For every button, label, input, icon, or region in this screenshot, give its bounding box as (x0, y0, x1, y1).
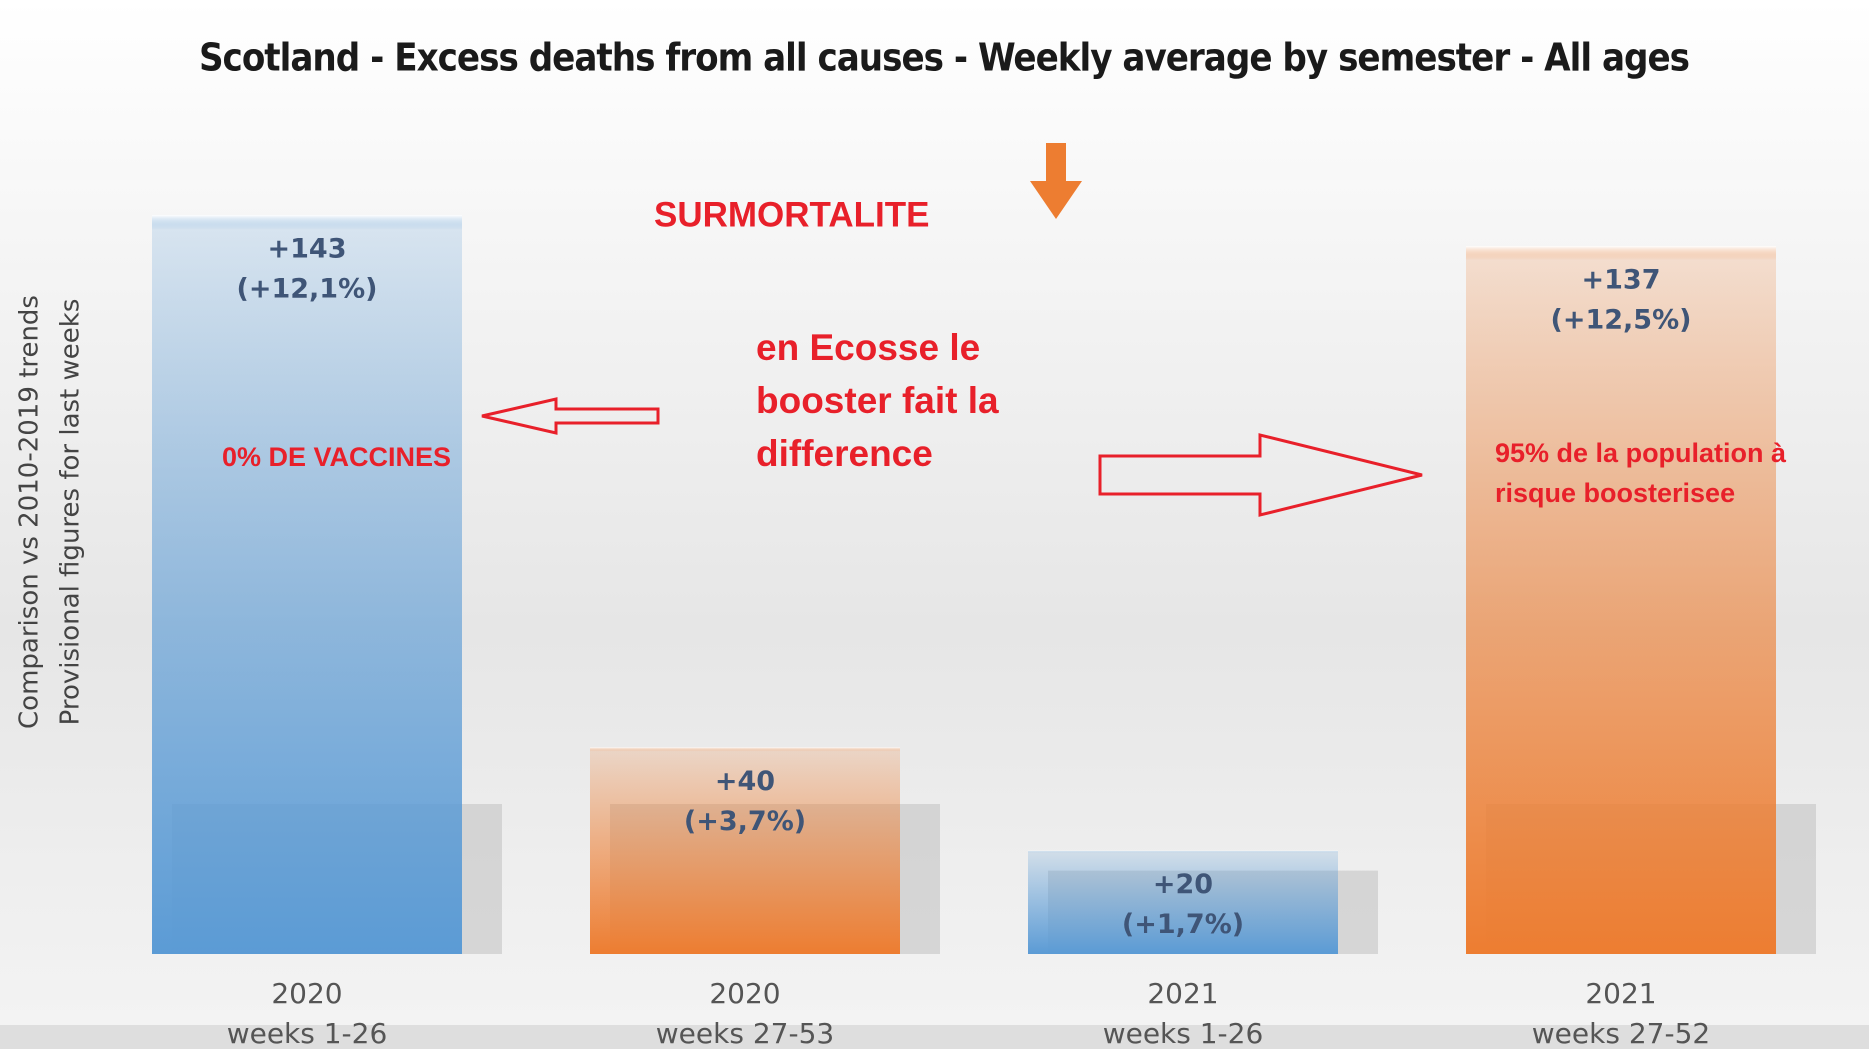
x-tick-sublabel: weeks 27-52 (1532, 1017, 1710, 1049)
x-tick-sublabel: weeks 27-53 (656, 1017, 834, 1049)
y-label-line: Provisional figures for last weeks (56, 299, 86, 726)
percent-label: (+3,7%) (684, 806, 806, 837)
value-label: +137 (1582, 265, 1661, 296)
value-label: +40 (715, 766, 775, 797)
x-tick-label: 2020 (271, 977, 342, 1010)
percent-label: (+12,5%) (1551, 305, 1692, 336)
player-bar (0, 1025, 1869, 1049)
x-tick-label: 2021 (1147, 977, 1218, 1010)
down-arrow (1030, 143, 1082, 219)
right-arrow (1098, 433, 1423, 517)
y-label-line: Comparison vs 2010-2019 trends (15, 295, 45, 729)
annotation: 0% DE VACCINES (222, 442, 451, 472)
bar (1466, 246, 1776, 955)
annotation: SURMORTALITE (654, 195, 929, 234)
value-label: +143 (268, 234, 347, 265)
x-tick-sublabel: weeks 1-26 (227, 1017, 388, 1049)
annotation: booster fait la (756, 380, 999, 421)
annotation: 95% de la population à (1495, 438, 1787, 468)
bar (1028, 850, 1338, 954)
left-arrow (481, 397, 660, 435)
value-label: +20 (1153, 869, 1213, 900)
bar (590, 747, 900, 954)
chart-title: Scotland - Excess deaths from all causes… (199, 36, 1689, 80)
annotation: difference (756, 433, 933, 474)
percent-label: (+12,1%) (237, 274, 378, 305)
y-label: Comparison vs 2010-2019 trends Provision… (15, 295, 86, 729)
percent-label: (+1,7%) (1122, 909, 1244, 940)
bar (152, 215, 462, 954)
annotation: en Ecosse le (756, 327, 980, 368)
x-tick-sublabel: weeks 1-26 (1103, 1017, 1264, 1049)
x-tick-label: 2021 (1585, 977, 1656, 1010)
x-tick-label: 2020 (709, 977, 780, 1010)
annotation: risque boosterisee (1495, 478, 1735, 508)
